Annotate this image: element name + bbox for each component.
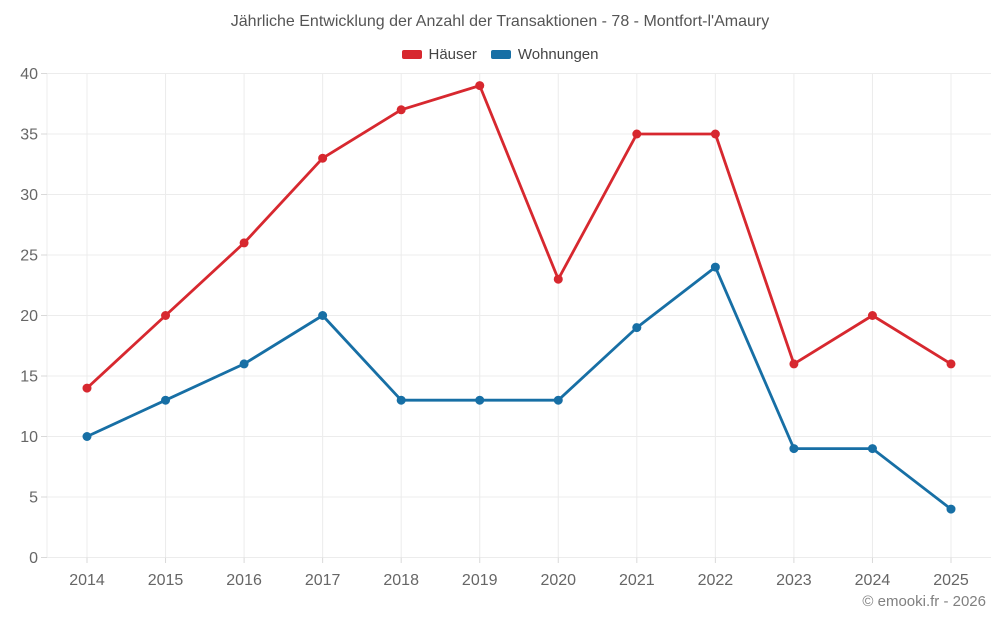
x-axis-label-2015: 2015 — [148, 572, 184, 589]
wohnungen-point-2019[interactable] — [475, 395, 485, 405]
legend-label-wohnungen: Wohnungen — [517, 46, 599, 63]
y-axis-label-5: 5 — [29, 490, 38, 507]
legend-swatch-wohnungen — [490, 50, 511, 59]
hauser-point-2024[interactable] — [867, 311, 877, 320]
wohnungen-point-2022[interactable] — [710, 262, 720, 272]
x-axis-label-2021: 2021 — [619, 572, 655, 589]
wohnungen-point-2017[interactable] — [318, 311, 328, 320]
legend-swatch-hauser — [401, 50, 422, 59]
wohnungen-point-2015[interactable] — [161, 395, 171, 405]
gridlines — [46, 73, 991, 558]
hauser-point-2023[interactable] — [789, 359, 799, 369]
x-axis-label-2025: 2025 — [933, 572, 969, 589]
x-axis-label-2020: 2020 — [540, 572, 576, 589]
hauser-point-2022[interactable] — [710, 129, 720, 139]
x-axis-label-2014: 2014 — [69, 572, 105, 589]
x-axis-label-2024: 2024 — [855, 572, 891, 589]
hauser-point-2014[interactable] — [82, 383, 92, 393]
wohnungen-point-2020[interactable] — [553, 395, 563, 405]
axis-ticks — [41, 73, 952, 563]
hauser-point-2017[interactable] — [318, 153, 328, 163]
hauser-point-2019[interactable] — [475, 81, 485, 91]
y-axis-label-25: 25 — [20, 248, 38, 265]
y-axis-label-30: 30 — [20, 187, 38, 204]
wohnungen-point-2014[interactable] — [82, 432, 92, 441]
hauser-point-2021[interactable] — [632, 129, 642, 139]
wohnungen-point-2018[interactable] — [396, 395, 406, 405]
series-wohnungen — [82, 262, 956, 514]
wohnungen-point-2021[interactable] — [632, 323, 642, 333]
wohnungen-point-2024[interactable] — [867, 444, 877, 454]
x-axis-label-2023: 2023 — [776, 572, 812, 589]
y-axis-label-15: 15 — [20, 369, 38, 386]
wohnungen-point-2023[interactable] — [789, 444, 799, 454]
series-hauser — [82, 81, 956, 393]
hauser-point-2020[interactable] — [553, 274, 563, 284]
x-axis-label-2017: 2017 — [305, 572, 341, 589]
y-axis-label-20: 20 — [20, 308, 38, 325]
copyright-footer: © emooki.fr - 2026 — [862, 593, 986, 610]
x-axis-label-2018: 2018 — [383, 572, 419, 589]
y-axis-label-40: 40 — [20, 66, 38, 83]
y-axis-label-0: 0 — [29, 550, 38, 567]
wohnungen-point-2016[interactable] — [239, 359, 249, 369]
y-axis-label-10: 10 — [20, 429, 38, 446]
chart-legend: Häuser Wohnungen — [0, 46, 1000, 63]
x-axis-label-2019: 2019 — [462, 572, 498, 589]
hauser-point-2018[interactable] — [396, 105, 406, 115]
legend-item-wohnungen[interactable]: Wohnungen — [490, 46, 599, 63]
hauser-point-2025[interactable] — [946, 359, 956, 369]
hauser-point-2016[interactable] — [239, 238, 249, 248]
x-axis-label-2022: 2022 — [698, 572, 734, 589]
hauser-point-2015[interactable] — [161, 311, 171, 320]
legend-label-hauser: Häuser — [428, 46, 477, 63]
x-axis-label-2016: 2016 — [226, 572, 262, 589]
legend-item-hauser[interactable]: Häuser — [401, 46, 477, 63]
hauser-line — [85, 84, 953, 390]
wohnungen-point-2025[interactable] — [946, 504, 956, 514]
wohnungen-line — [85, 265, 953, 511]
chart-title: Jährliche Entwicklung der Anzahl der Tra… — [230, 13, 770, 30]
y-axis-label-35: 35 — [20, 127, 38, 144]
